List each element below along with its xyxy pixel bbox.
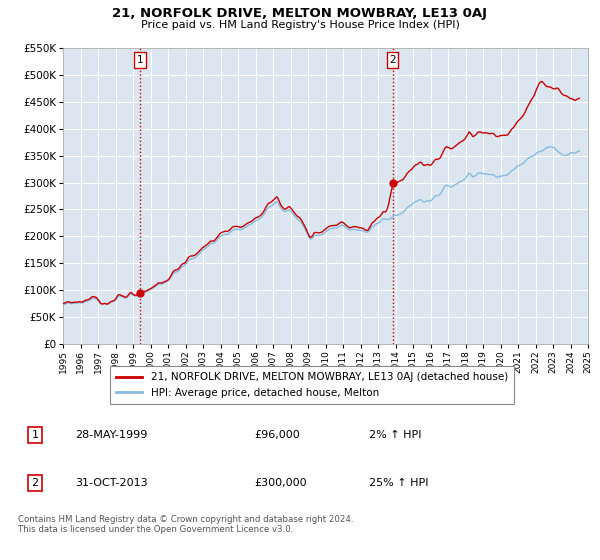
Text: Price paid vs. HM Land Registry's House Price Index (HPI): Price paid vs. HM Land Registry's House … bbox=[140, 20, 460, 30]
Text: 28-MAY-1999: 28-MAY-1999 bbox=[76, 430, 148, 440]
Text: 31-OCT-2013: 31-OCT-2013 bbox=[76, 478, 148, 488]
Text: 2: 2 bbox=[31, 478, 38, 488]
Text: £300,000: £300,000 bbox=[254, 478, 307, 488]
Text: 2: 2 bbox=[389, 55, 396, 65]
Text: 1: 1 bbox=[137, 55, 143, 65]
Text: 21, NORFOLK DRIVE, MELTON MOWBRAY, LE13 0AJ: 21, NORFOLK DRIVE, MELTON MOWBRAY, LE13 … bbox=[113, 7, 487, 20]
Legend: 21, NORFOLK DRIVE, MELTON MOWBRAY, LE13 0AJ (detached house), HPI: Average price: 21, NORFOLK DRIVE, MELTON MOWBRAY, LE13 … bbox=[110, 366, 514, 404]
Text: 1: 1 bbox=[32, 430, 38, 440]
Text: £96,000: £96,000 bbox=[254, 430, 299, 440]
Text: Contains HM Land Registry data © Crown copyright and database right 2024.
This d: Contains HM Land Registry data © Crown c… bbox=[18, 515, 353, 534]
Text: 2% ↑ HPI: 2% ↑ HPI bbox=[369, 430, 422, 440]
Text: 25% ↑ HPI: 25% ↑ HPI bbox=[369, 478, 428, 488]
